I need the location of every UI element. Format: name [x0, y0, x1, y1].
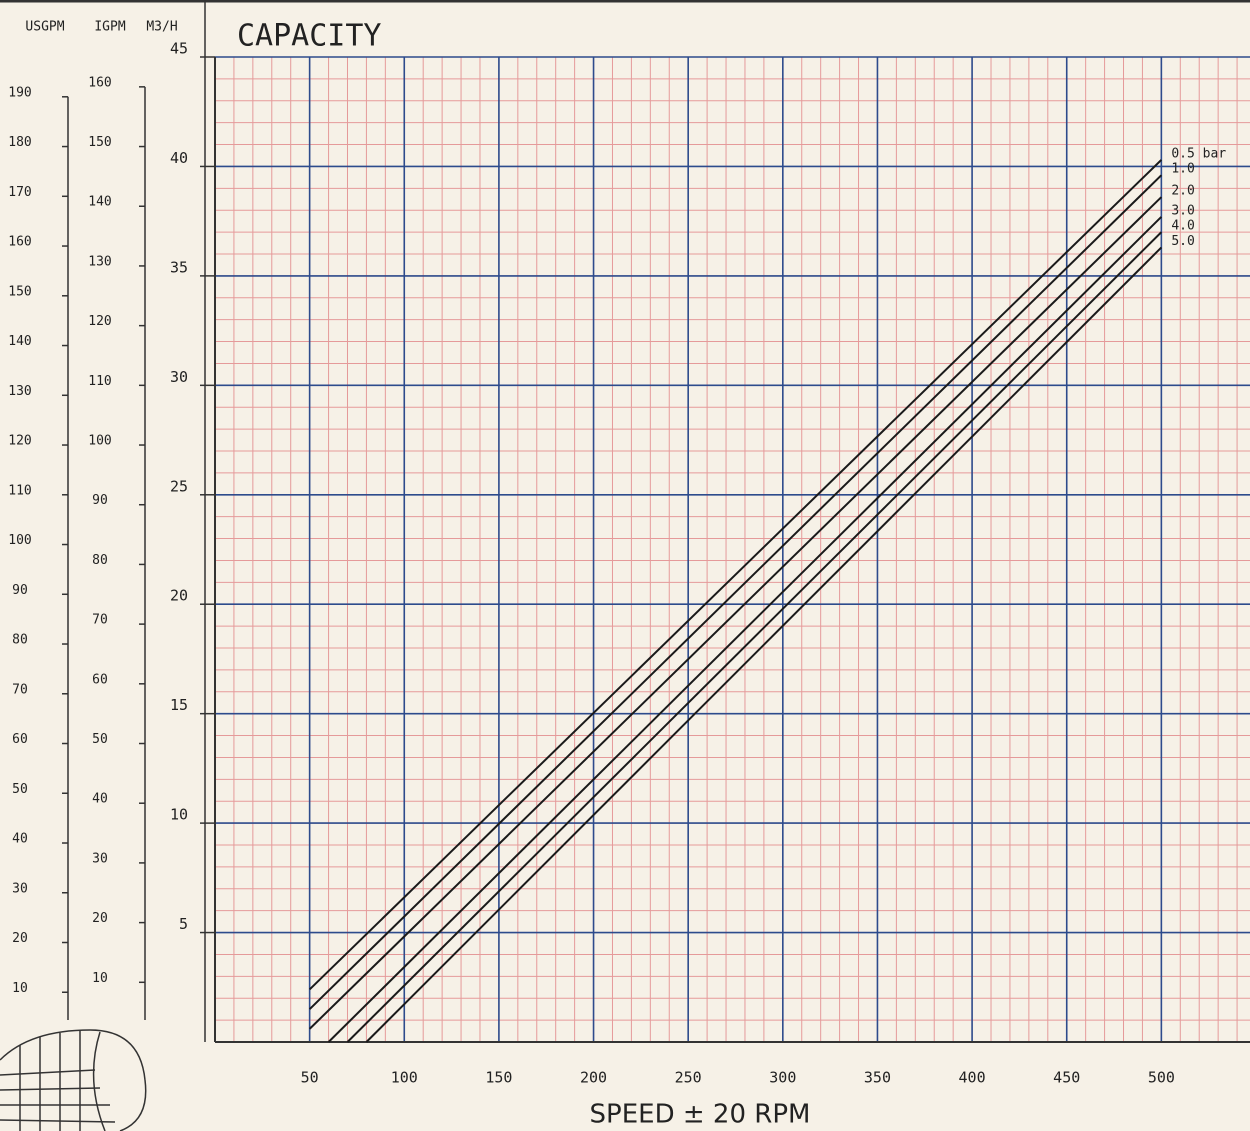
series-label: 0.5 bar: [1171, 146, 1226, 161]
series-line: [308, 159, 1163, 991]
series-label: 3.0: [1171, 203, 1194, 218]
x-tick-label: 100: [391, 1069, 418, 1087]
y-tick-label: 25: [170, 477, 188, 495]
side-tick-label: 90: [12, 583, 28, 598]
side-tick-label: 140: [88, 195, 111, 210]
side-tick-label: 50: [92, 732, 108, 747]
side-tick-label: 20: [12, 931, 28, 946]
x-tick-label: 150: [485, 1069, 512, 1087]
side-tick-label: 30: [92, 851, 108, 866]
side-tick-label: 80: [92, 553, 108, 568]
x-tick-label: 200: [580, 1069, 607, 1087]
y-tick-label: 5: [179, 915, 188, 933]
grid: [214, 56, 1250, 1043]
series-label: 1.0: [1171, 162, 1194, 177]
y-axis-label: M3/H: [146, 20, 177, 35]
x-tick-label: 350: [864, 1069, 891, 1087]
x-tick-label: 500: [1148, 1069, 1175, 1087]
side-tick-label: 10: [92, 971, 108, 986]
side-tick-label: 60: [12, 732, 28, 747]
side-tick-label: 160: [8, 235, 31, 250]
side-tick-label: 70: [92, 613, 108, 628]
side-tick-label: 60: [92, 672, 108, 687]
y-tick-label: 10: [170, 806, 188, 824]
side-tick-label: 30: [12, 881, 28, 896]
x-axis-label: SPEED ± 20 RPM: [590, 1100, 811, 1130]
series-label: 2.0: [1171, 184, 1194, 199]
x-tick-label: 50: [301, 1069, 319, 1087]
series-line: [365, 246, 1163, 1043]
side-tick-label: 80: [12, 633, 28, 648]
y-tick-label: 30: [170, 368, 188, 386]
side-tick-label: 150: [8, 284, 31, 299]
side-axis-label: USGPM: [25, 20, 64, 35]
side-tick-label: 120: [88, 314, 111, 329]
side-tick-label: 150: [88, 135, 111, 150]
series-label: 5.0: [1171, 234, 1194, 249]
series-line: [327, 216, 1163, 1043]
series-line: [308, 196, 1163, 1030]
side-tick-label: 90: [92, 493, 108, 508]
series-line: [346, 231, 1163, 1043]
side-tick-label: 10: [12, 981, 28, 996]
side-tick-label: 130: [8, 384, 31, 399]
x-tick-label: 300: [769, 1069, 796, 1087]
side-tick-label: 20: [92, 911, 108, 926]
y-tick-label: 45: [170, 40, 188, 58]
pump-drawing: [0, 1029, 147, 1131]
side-tick-label: 50: [12, 782, 28, 797]
series-line: [308, 174, 1163, 1010]
side-tick-label: 70: [12, 682, 28, 697]
side-tick-label: 110: [88, 374, 111, 389]
series-label: 4.0: [1171, 219, 1194, 234]
side-tick-label: 40: [92, 792, 108, 807]
x-tick-label: 450: [1053, 1069, 1080, 1087]
side-tick-label: 130: [88, 254, 111, 269]
side-tick-label: 180: [8, 135, 31, 150]
y-tick-label: 35: [170, 258, 188, 276]
side-tick-label: 100: [8, 533, 31, 548]
y-tick-label: 40: [170, 149, 188, 167]
side-tick-label: 110: [8, 483, 31, 498]
x-tick-label: 250: [675, 1069, 702, 1087]
y-tick-label: 15: [170, 696, 188, 714]
chart-title: CAPACITY: [237, 19, 382, 54]
side-tick-label: 140: [8, 334, 31, 349]
side-tick-label: 190: [8, 85, 31, 100]
side-tick-label: 170: [8, 185, 31, 200]
side-tick-label: 120: [8, 434, 31, 449]
y-tick-label: 20: [170, 587, 188, 605]
side-axis-label: IGPM: [94, 20, 125, 35]
side-tick-label: 40: [12, 832, 28, 847]
side-tick-label: 100: [88, 434, 111, 449]
side-tick-label: 160: [88, 75, 111, 90]
x-tick-label: 400: [959, 1069, 986, 1087]
